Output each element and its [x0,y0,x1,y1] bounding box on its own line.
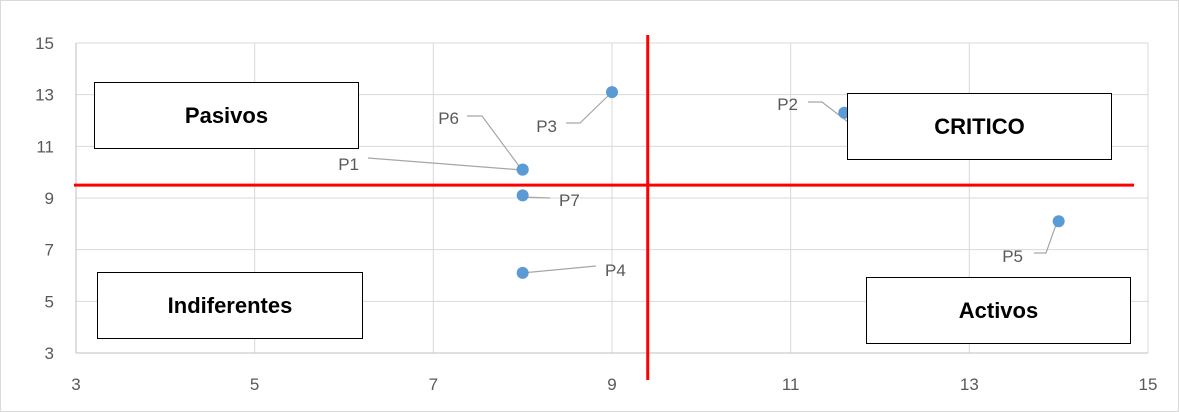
point-label-p6: P6 [438,109,459,128]
x-tick-label: 13 [960,375,979,394]
x-tick-label: 3 [71,375,80,394]
y-tick-label: 7 [45,241,54,260]
point-labels: P1 P2 P3 P4 P5 P6 P7 [338,95,1023,280]
leader-line-p6 [467,115,523,171]
x-tick-label: 7 [429,375,438,394]
quadrant-label-pasivos: Pasivos [94,82,359,149]
y-tick-label: 15 [35,34,54,53]
quadrant-label-critico: CRITICO [847,93,1112,160]
data-point-p6 [516,163,529,176]
data-point-p3 [606,86,618,99]
y-tick-label: 11 [36,137,54,156]
point-label-p2: P2 [777,95,798,114]
y-tick-label: 13 [35,86,54,105]
point-label-p1: P1 [338,155,359,174]
quadrant-label-indiferentes: Indiferentes [97,272,363,339]
y-tick-label: 9 [45,189,54,208]
x-tick-label: 5 [250,375,259,394]
data-point-p4 [516,266,529,279]
point-label-p3: P3 [536,117,557,136]
leader-line-p5 [1034,221,1058,254]
y-tick-label: 3 [45,344,54,363]
point-label-p5: P5 [1002,247,1023,266]
point-label-p4: P4 [605,261,626,280]
data-point-p7 [516,189,529,202]
x-tick-label: 9 [607,375,616,394]
label-leader-lines [367,92,1058,274]
x-tick-label: 15 [1139,375,1158,394]
quadrant-dividers [74,35,1134,380]
point-label-p7: P7 [559,191,580,210]
y-tick-labels: 3 5 7 9 11 13 15 [35,34,54,363]
leader-line-p1 [367,157,523,171]
quadrant-label-activos: Activos [866,277,1131,344]
y-tick-label: 5 [45,292,54,311]
leader-line-p3 [566,92,612,124]
axes [75,43,1148,354]
x-tick-labels: 3 5 7 9 11 13 15 [71,375,1157,394]
leader-line-p4 [521,265,597,274]
data-point-p5 [1052,215,1065,228]
x-tick-label: 11 [782,375,800,394]
